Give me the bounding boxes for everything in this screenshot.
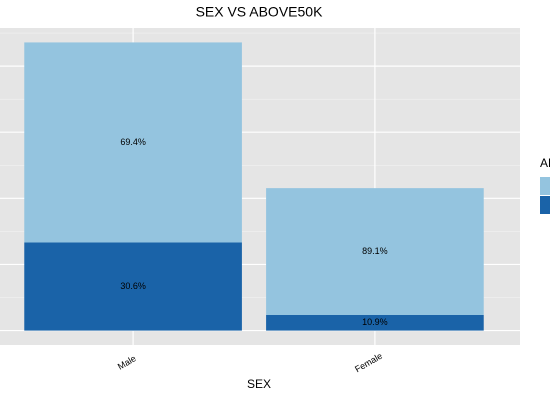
data-label: 69.4% — [120, 137, 146, 147]
x-tick-label: Female — [353, 351, 384, 375]
data-label: 89.1% — [362, 246, 388, 256]
legend-key — [540, 177, 550, 195]
data-label: 30.6% — [120, 281, 146, 291]
legend-title: AB — [540, 156, 550, 170]
bar-segment — [266, 188, 484, 315]
x-tick-label: Male — [116, 353, 138, 371]
chart-title: SEX VS ABOVE50K — [196, 4, 324, 20]
bar-segment — [266, 314, 484, 331]
data-label: 10.9% — [362, 317, 388, 327]
bar-segment — [24, 242, 242, 331]
legend-key — [540, 196, 550, 214]
bar-segment — [24, 42, 242, 243]
x-axis-title: SEX — [247, 377, 271, 391]
